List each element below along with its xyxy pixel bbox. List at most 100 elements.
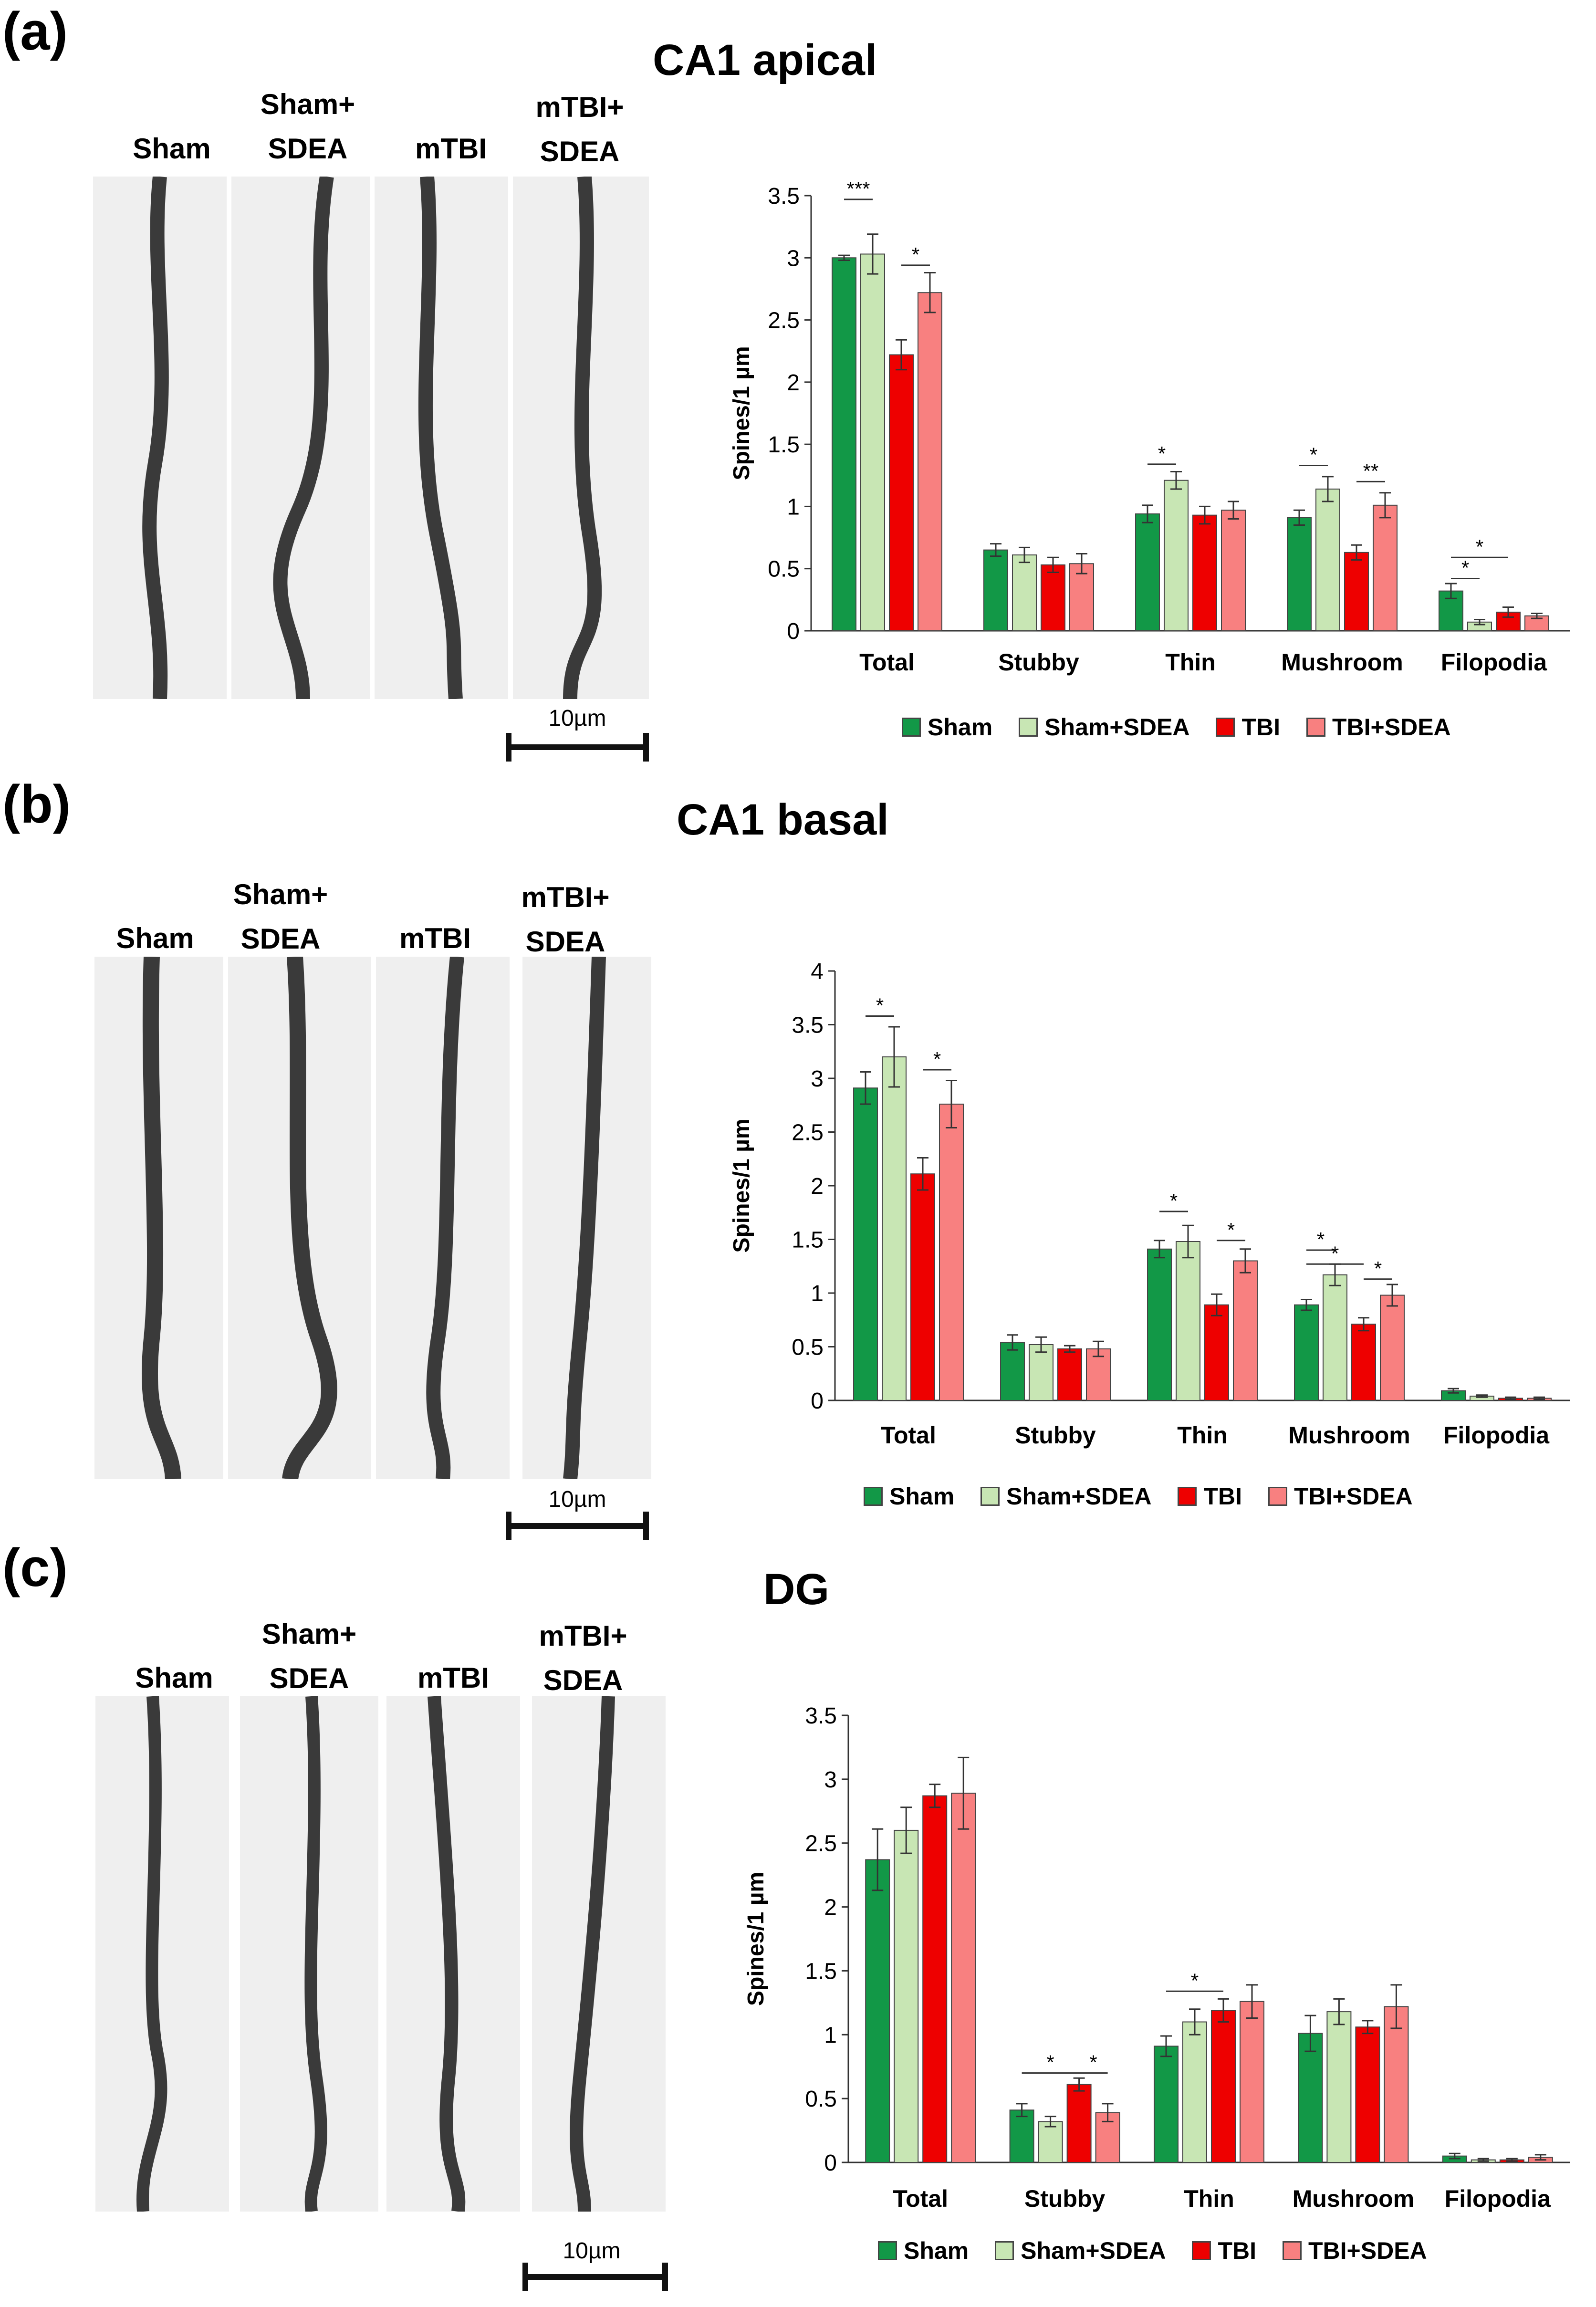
chart-b-category-label: Thin xyxy=(1177,1422,1228,1449)
chart-b-bar-tbi xyxy=(1204,1304,1229,1401)
chart-b-y-tick-label: 0 xyxy=(811,1388,824,1414)
panel-b-scale-label: 10µm xyxy=(548,1487,606,1512)
chart-a-significance-label: *** xyxy=(846,177,870,200)
chart-a-significance-label: * xyxy=(1310,443,1317,466)
panel-b-col-label-mtbi: mTBI xyxy=(399,922,471,954)
chart-a-y-tick-label: 2 xyxy=(787,370,800,396)
panel-a-scale-bar xyxy=(506,733,649,762)
chart-c-y-axis-label: Spines/1 µm xyxy=(743,1872,769,2006)
chart-c-bar-tbi-sdea xyxy=(1384,2006,1409,2163)
chart-a-bar-sham-sdea xyxy=(860,253,885,631)
panel-a-col-label-sham: Sham xyxy=(133,133,211,165)
panel-c-scale-bar xyxy=(522,2263,668,2291)
chart-b-y-tick-label: 2.5 xyxy=(792,1120,824,1146)
chart-b-significance-label: * xyxy=(1317,1228,1325,1251)
panel-b-col-label-sham: Sham xyxy=(116,922,194,954)
chart-c-legend: Sham Sham+SDEA TBI TBI+SDEA xyxy=(878,2237,1453,2265)
chart-c-category-label: Total xyxy=(893,2185,948,2212)
panel-c-scale-label: 10µm xyxy=(563,2238,621,2264)
chart-a-legend-label: Sham xyxy=(928,714,993,741)
chart-c-bar-tbi xyxy=(922,1795,948,2163)
chart-b-y-tick-label: 4 xyxy=(811,959,824,984)
chart-c-legend-item: Sham+SDEA xyxy=(995,2237,1166,2265)
chart-a-legend-item: TBI xyxy=(1216,713,1280,741)
chart-a-legend-swatch xyxy=(1306,718,1325,737)
chart-b-bar-sham xyxy=(853,1087,878,1401)
chart-b-legend-item: TBI+SDEA xyxy=(1268,1482,1413,1510)
chart-b-bar-tbi-sdea xyxy=(939,1104,964,1401)
chart-a-category-label: Mushroom xyxy=(1281,649,1403,676)
panel-c-letter: (c) xyxy=(2,1538,68,1597)
chart-b-y-axis-label: Spines/1 µm xyxy=(729,1118,754,1253)
chart-c-y-tick-label: 1.5 xyxy=(805,1959,837,1984)
chart-c-bar-tbi xyxy=(1211,2010,1236,2163)
chart-c-y-tick-label: 2.5 xyxy=(805,1831,837,1857)
chart-a-bar-tbi xyxy=(1192,514,1217,631)
chart-b-y-tick-label: 1 xyxy=(811,1281,824,1306)
micrograph-mtbi-sdea xyxy=(532,1696,666,2212)
chart-c-legend-swatch xyxy=(995,2241,1014,2260)
chart-a-bar-tbi-sdea xyxy=(1221,510,1246,632)
chart-b-y-tick-label: 0.5 xyxy=(792,1335,824,1360)
chart-b-legend-item: Sham+SDEA xyxy=(981,1482,1151,1510)
chart-b-bar-sham xyxy=(1000,1342,1025,1401)
micrograph-sham xyxy=(94,957,223,1479)
chart-a-bar-sham xyxy=(1287,517,1312,631)
chart-c-y-tick-label: 3 xyxy=(824,1767,837,1793)
chart-b-bar-sham-sdea xyxy=(1176,1241,1200,1401)
chart-c-bar-sham xyxy=(1298,2033,1323,2163)
chart-b-bar-sham xyxy=(1147,1248,1172,1401)
chart-a-legend-label: Sham+SDEA xyxy=(1044,714,1190,741)
chart-b-significance-label: * xyxy=(1227,1219,1235,1241)
chart-c-legend-item: TBI+SDEA xyxy=(1283,2237,1427,2265)
chart-a-bar-tbi xyxy=(1344,552,1369,631)
chart-c-y-tick-label: 2 xyxy=(824,1895,837,1921)
chart-b-bar-tbi xyxy=(1351,1324,1376,1401)
chart-b-legend: Sham Sham+SDEA TBI TBI+SDEA xyxy=(864,1482,1439,1510)
panel-b-title: CA1 basal xyxy=(677,795,889,844)
panel-c-col-label-mtbi-sdea: mTBI+ SDEA xyxy=(539,1620,627,1696)
chart-b-legend-swatch xyxy=(864,1487,883,1506)
chart-b-bar-sham xyxy=(1294,1304,1319,1401)
chart-a-significance-label: * xyxy=(912,243,919,266)
chart-b-category-label: Total xyxy=(881,1422,936,1449)
chart-b-y-tick-label: 3 xyxy=(811,1066,824,1092)
panel-a-letter: (a) xyxy=(2,1,68,61)
chart-a-y-tick-label: 3.5 xyxy=(768,184,800,209)
chart-c-legend-item: TBI xyxy=(1192,2237,1256,2265)
chart-c-bar-sham-sdea xyxy=(1182,2021,1207,2163)
chart-a-bar-sham-sdea xyxy=(1164,480,1189,631)
chart-c-significance-label: * xyxy=(1089,2051,1097,2074)
chart-a-legend-label: TBI+SDEA xyxy=(1332,714,1451,741)
chart-b-bar-sham-sdea xyxy=(1029,1344,1054,1401)
chart-b-bar-sham-sdea xyxy=(882,1056,907,1401)
chart-a-y-tick-label: 1 xyxy=(787,494,800,520)
chart-b-y-tick-label: 3.5 xyxy=(792,1013,824,1038)
chart-c-bar-sham xyxy=(865,1859,890,2163)
chart-c-bar-tbi-sdea xyxy=(1240,2001,1264,2163)
chart-b-bar-tbi-sdea xyxy=(1380,1294,1405,1401)
chart-c-category-label: Mushroom xyxy=(1293,2185,1415,2212)
panel-c-col-label-mtbi: mTBI xyxy=(417,1662,489,1694)
panel-b-letter: (b) xyxy=(2,774,71,834)
chart-c-y-tick-label: 0.5 xyxy=(805,2087,837,2112)
chart-c-significance-label: * xyxy=(1046,2051,1054,2074)
chart-c-y-tick-label: 1 xyxy=(824,2023,837,2048)
panel-a-scale-label: 10µm xyxy=(548,706,606,731)
chart-c-legend-label: Sham xyxy=(904,2237,969,2264)
chart-b-significance-label: * xyxy=(1374,1257,1382,1280)
chart-a-bar-tbi-sdea xyxy=(1373,504,1398,632)
chart-a-legend-item: Sham xyxy=(902,713,992,741)
chart-c-category-label: Filopodia xyxy=(1445,2185,1551,2212)
panel-c-title: DG xyxy=(763,1565,829,1614)
chart-a-legend-item: TBI+SDEA xyxy=(1306,713,1451,741)
chart-b-legend-label: Sham xyxy=(889,1483,955,1510)
chart-c-bar-tbi xyxy=(1066,2084,1092,2163)
chart-a-y-axis-label: Spines/1 µm xyxy=(729,346,754,480)
chart-b-y-tick-label: 1.5 xyxy=(792,1228,824,1253)
chart-a-legend-swatch xyxy=(902,718,921,737)
panel-a-col-label-mtbi-sdea: mTBI+ SDEA xyxy=(535,91,624,167)
chart-a-category-label: Thin xyxy=(1165,649,1216,676)
chart-c-significance-label: * xyxy=(1191,1969,1199,1992)
